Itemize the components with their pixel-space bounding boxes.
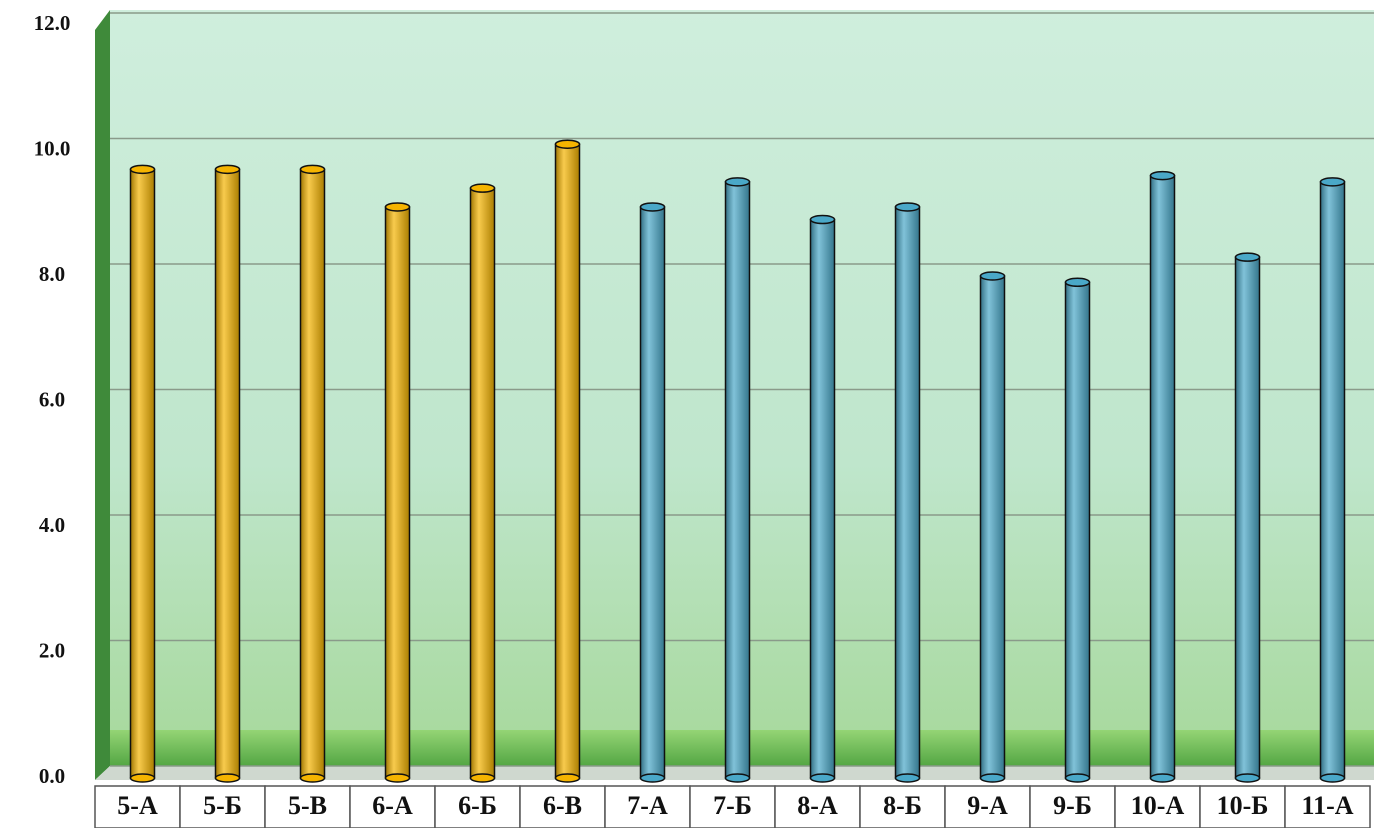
category-cell (179, 785, 266, 828)
y-tick-label: 0.0 (39, 764, 65, 788)
bar-base (554, 773, 581, 783)
bar (809, 214, 836, 783)
bar-base (894, 773, 921, 783)
bar-shade (555, 144, 580, 779)
category-cell (1284, 785, 1371, 828)
bar-base (384, 773, 411, 783)
bar (469, 183, 496, 783)
x-tick-label: 6-А (372, 791, 413, 820)
bar-top (1149, 170, 1176, 181)
bar-base (1234, 773, 1261, 783)
side-wall (95, 10, 110, 780)
category-cell (434, 785, 521, 828)
bar-top (1064, 277, 1091, 288)
category-cell (349, 785, 436, 828)
bar-base (1319, 773, 1346, 783)
x-tick-label: 9-Б (1053, 791, 1092, 820)
x-tick-label: 8-А (797, 791, 838, 820)
bar (1319, 177, 1346, 783)
category-cell (1029, 785, 1116, 828)
x-tick-label: 10-Б (1217, 791, 1269, 820)
bar-top (384, 202, 411, 212)
y-tick-label: 4.0 (39, 513, 65, 537)
bar-shade (470, 188, 495, 778)
bar-base (1064, 773, 1091, 783)
bar (554, 139, 581, 783)
bar-shade (640, 206, 665, 779)
bar (129, 164, 156, 783)
bar (724, 177, 751, 783)
bar (894, 202, 921, 783)
bar-base (1149, 773, 1176, 783)
bar-base (214, 773, 241, 783)
bar-top (1319, 177, 1346, 187)
bar-base (979, 773, 1006, 783)
category-cell (1114, 785, 1201, 828)
bar-top (129, 164, 156, 175)
bar-base (809, 773, 836, 783)
bar-base (129, 773, 156, 783)
bar-top (894, 202, 921, 212)
bar (639, 202, 666, 783)
y-tick-label: 8.0 (39, 262, 65, 286)
bar-top (724, 177, 751, 187)
x-tick-label: 9-А (967, 791, 1008, 820)
bar-shade (810, 219, 835, 778)
bar-base (639, 773, 666, 783)
y-tick-label: 6.0 (39, 387, 65, 411)
bar-shade (300, 169, 325, 778)
bar (384, 202, 411, 783)
bar (299, 164, 326, 783)
bar-top (554, 139, 581, 149)
bar-top (639, 202, 666, 212)
bar-shade (385, 206, 410, 779)
x-tick-label: 5-Б (203, 791, 242, 820)
bar-shade (1320, 181, 1345, 778)
x-tick-label: 5-В (288, 791, 327, 820)
x-tick-label: 10-А (1131, 791, 1185, 820)
x-tick-label: 5-А (117, 791, 158, 820)
bar-shade (215, 169, 240, 778)
bar-shade (980, 276, 1005, 778)
bar-shade (130, 169, 155, 778)
bar-base (724, 773, 751, 783)
bar-top (1234, 252, 1261, 262)
bar-base (299, 773, 326, 783)
category-cell (519, 785, 606, 828)
bar-top (214, 164, 241, 175)
bar (214, 164, 241, 783)
bar (1149, 170, 1176, 783)
y-tick-label: 12.0 (34, 11, 71, 35)
bar-shade (895, 206, 920, 779)
bar (979, 271, 1006, 783)
y-tick-label: 2.0 (39, 638, 65, 662)
x-tick-label: 7-Б (713, 791, 752, 820)
bar-top (809, 214, 836, 225)
x-tick-label: 6-Б (458, 791, 497, 820)
x-tick-label: 8-Б (883, 791, 922, 820)
y-tick-label: 10.0 (34, 136, 71, 160)
bar-shade (1150, 175, 1175, 779)
bar-shade (1235, 257, 1260, 778)
bar (1234, 252, 1261, 783)
category-cell (859, 785, 946, 828)
bar-top (299, 164, 326, 175)
bar-top (469, 183, 496, 193)
category-cell (689, 785, 776, 828)
x-tick-label: 7-А (627, 791, 668, 820)
category-cell (774, 785, 861, 828)
bar (1064, 277, 1091, 783)
bar-base (469, 773, 496, 783)
bar-top (979, 271, 1006, 281)
bar-shade (725, 181, 750, 778)
x-tick-label: 11-А (1302, 791, 1354, 820)
bar-shade (1065, 282, 1090, 778)
x-tick-label: 6-В (543, 791, 582, 820)
category-cell (1199, 785, 1286, 828)
